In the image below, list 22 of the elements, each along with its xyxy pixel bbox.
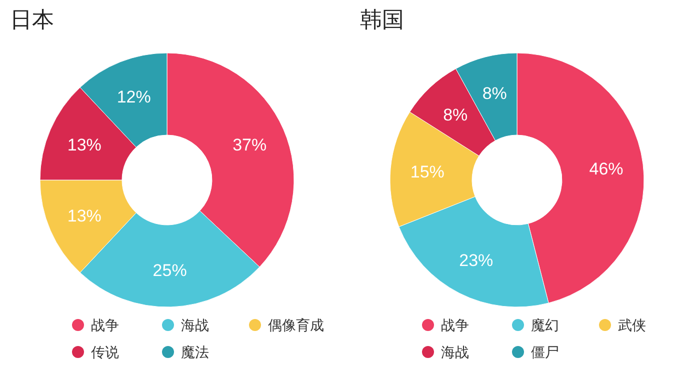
chart-title: 韩国 (360, 7, 404, 32)
data-label: 12% (116, 87, 151, 106)
data-label: 13% (67, 206, 102, 226)
legend-label: 魔幻 (531, 317, 559, 333)
legend-label: 战争 (91, 317, 119, 333)
legend-label: 战争 (441, 317, 469, 333)
data-label: 23% (459, 251, 494, 270)
legend-label: 海战 (181, 317, 209, 333)
legend-label: 武侠 (618, 317, 646, 333)
legend-label: 偶像育成 (268, 317, 324, 333)
data-label: 13% (67, 135, 102, 154)
data-label: 8% (443, 105, 468, 124)
data-label: 15% (410, 162, 444, 182)
legend-label: 僵尸 (531, 344, 559, 360)
data-label: 25% (152, 260, 187, 280)
data-label: 37% (232, 135, 267, 154)
legend-label: 魔法 (181, 344, 209, 360)
data-label: 8% (482, 84, 507, 103)
legend-label: 传说 (91, 344, 119, 360)
chart-title: 日本 (10, 7, 54, 32)
data-label: 46% (589, 160, 624, 179)
legend-label: 海战 (441, 344, 469, 360)
